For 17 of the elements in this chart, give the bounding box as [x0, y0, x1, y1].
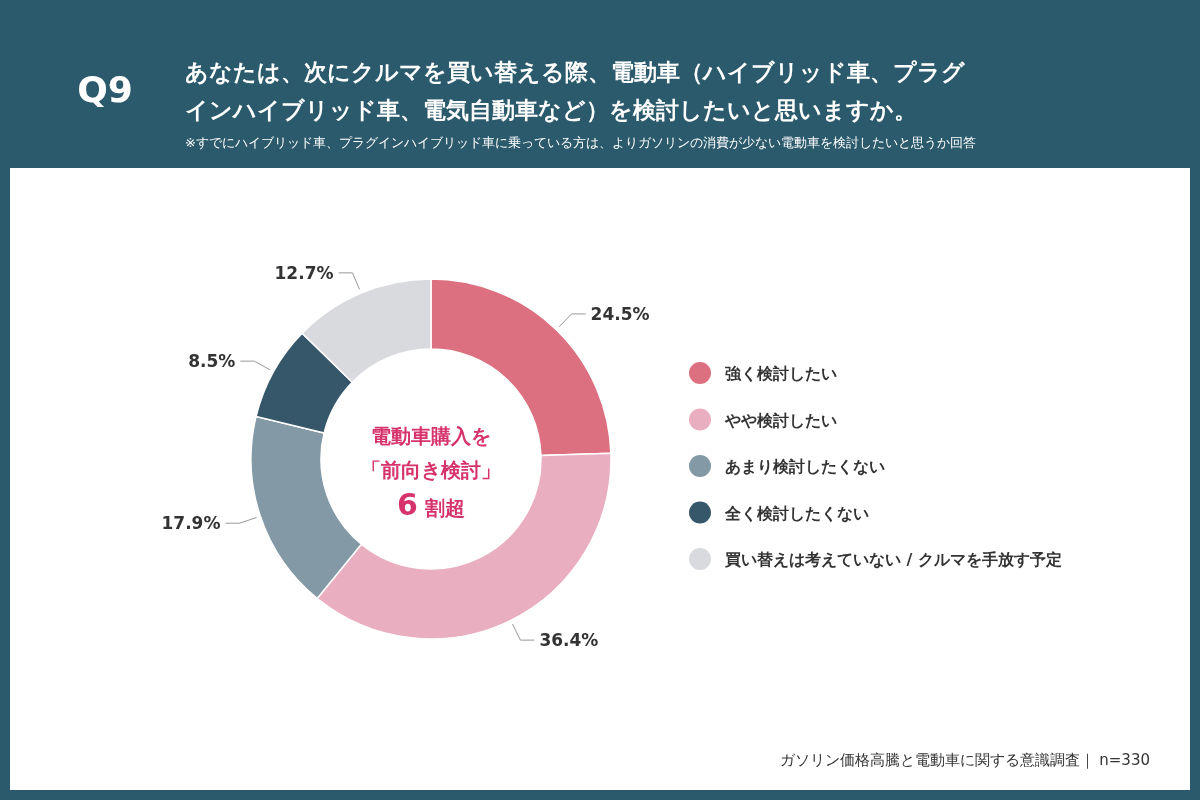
legend-label: 全く検討したくない — [724, 503, 869, 523]
chart-title: あなたは、次にクルマを買い替える際、電動車（ハイブリッド車、プラグインハイブリッド車、電気自動車など）を検討したいと思いますか。 — [185, 59, 966, 123]
text: ガソリン価格高騰と電動車に関する意識調査｜ n=330 — [779, 751, 1150, 769]
legend-label: やや検討したい — [724, 410, 837, 430]
data-label: 12.7% — [274, 262, 334, 283]
legend-label: あまり検討したくない — [725, 457, 885, 476]
data-label: 24.5% — [590, 303, 650, 324]
legend-label: 買い替えは考えていない / クルマを手放す予定 — [724, 550, 1062, 569]
data-label: 8.5% — [188, 351, 236, 372]
text: 6 割超 — [397, 487, 465, 522]
data-label: 36.4% — [539, 630, 599, 651]
legend-label: 強く検討したい — [725, 364, 837, 383]
text: Q9 — [77, 69, 133, 110]
text: 電動車購入を — [371, 424, 491, 448]
text: 「前向き検討」 — [361, 458, 501, 482]
chart-subtitle: ※すでにハイブリッド車、プラグインハイブリッド車に乗っている方は、よりガソリンの消費が少ない電動車を検討したいと思うか回答 — [185, 135, 976, 150]
data-label: 17.9% — [161, 513, 221, 534]
